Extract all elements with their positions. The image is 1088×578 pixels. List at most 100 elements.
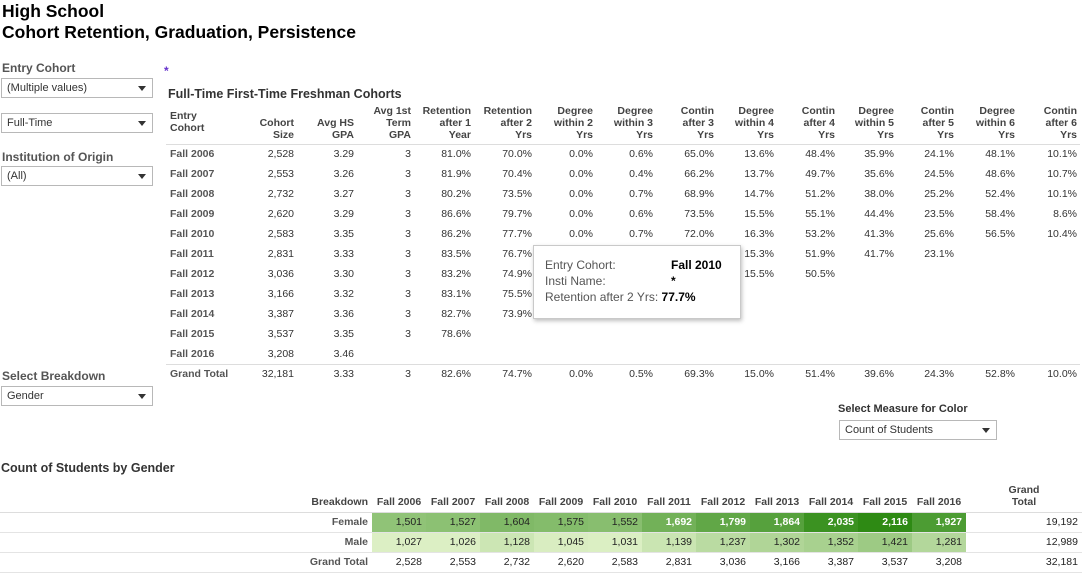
table-cell[interactable]: 3 [405, 308, 411, 320]
table-cell[interactable]: 51.9% [805, 248, 835, 260]
table-cell[interactable]: 2,831 [267, 248, 294, 260]
table-cell[interactable]: 2,732 [267, 188, 294, 200]
table-cell[interactable]: 15.5% [744, 208, 774, 220]
heatmap-cell[interactable]: 1,575 [534, 512, 588, 532]
table-cell[interactable] [535, 324, 596, 344]
table-cell[interactable]: 3,166 [267, 288, 294, 300]
table-cell[interactable] [838, 324, 897, 344]
table-cell[interactable]: 0.0% [569, 368, 593, 381]
table-cell[interactable]: 51.4% [805, 368, 835, 381]
table-cell[interactable]: 2,528 [395, 556, 422, 568]
table-cell[interactable]: 3 [405, 228, 411, 240]
heatmap-cell[interactable]: 1,045 [534, 532, 588, 552]
table-cell[interactable]: 73.9% [502, 308, 532, 320]
table-cell[interactable]: 52.4% [985, 188, 1015, 200]
table-cell[interactable] [897, 284, 957, 304]
table-cell[interactable] [957, 264, 1018, 284]
table-cell[interactable] [838, 284, 897, 304]
table-cell[interactable]: 2,620 [267, 208, 294, 220]
table-cell[interactable]: 3,208 [935, 556, 962, 568]
table-cell[interactable] [777, 304, 838, 324]
table-cell[interactable]: 35.9% [864, 148, 894, 161]
table-cell[interactable]: 23.1% [924, 248, 954, 260]
table-cell[interactable]: 2,732 [503, 556, 530, 568]
table-cell[interactable]: 3,387 [267, 308, 294, 320]
heatmap-cell[interactable]: 1,302 [750, 532, 804, 552]
table-cell[interactable]: 3,537 [267, 328, 294, 340]
table-cell[interactable]: 0.0% [569, 208, 593, 220]
table-cell[interactable]: 3 [405, 168, 411, 180]
table-cell[interactable] [535, 344, 596, 364]
heatmap-cell[interactable]: 1,281 [912, 532, 966, 552]
table-cell[interactable]: 81.9% [441, 168, 471, 180]
table-cell[interactable] [777, 324, 838, 344]
table-cell[interactable] [957, 304, 1018, 324]
table-cell[interactable]: 3.46 [333, 347, 354, 360]
table-cell[interactable]: 15.3% [744, 248, 774, 260]
table-cell[interactable]: 3,036 [267, 268, 294, 280]
table-cell[interactable]: 23.5% [924, 208, 954, 220]
table-cell[interactable]: 48.4% [805, 148, 835, 161]
heatmap-cell[interactable]: 1,501 [372, 512, 426, 532]
table-cell[interactable]: 81.0% [441, 148, 471, 161]
table-cell[interactable] [957, 284, 1018, 304]
table-cell[interactable]: 3,537 [881, 556, 908, 568]
table-cell[interactable]: 75.5% [502, 288, 532, 300]
table-cell[interactable] [596, 344, 656, 364]
table-cell[interactable] [1018, 304, 1080, 324]
table-cell[interactable] [897, 304, 957, 324]
enrollment-dropdown[interactable]: Full-Time [1, 113, 153, 133]
table-cell[interactable]: 78.6% [441, 328, 471, 340]
row-total[interactable]: 32,181 [966, 552, 1082, 572]
table-cell[interactable] [897, 264, 957, 284]
table-cell[interactable]: 41.7% [864, 248, 894, 260]
table-cell[interactable]: 3.33 [333, 248, 354, 260]
table-cell[interactable] [957, 344, 1018, 364]
table-cell[interactable]: 25.2% [924, 188, 954, 200]
table-cell[interactable]: 0.0% [569, 188, 593, 200]
table-cell[interactable]: 2,553 [267, 168, 294, 180]
table-cell[interactable]: 66.2% [684, 168, 714, 180]
heatmap-cell[interactable]: 1,031 [588, 532, 642, 552]
table-cell[interactable]: 39.6% [864, 368, 894, 381]
table-cell[interactable]: 3 [405, 288, 411, 300]
table-cell[interactable] [1018, 264, 1080, 284]
table-cell[interactable]: 8.6% [1053, 208, 1077, 220]
table-cell[interactable]: 3.33 [333, 368, 354, 381]
table-cell[interactable]: 80.2% [441, 188, 471, 200]
table-cell[interactable]: 48.1% [985, 148, 1015, 161]
heatmap-cell[interactable]: 1,352 [804, 532, 858, 552]
table-cell[interactable]: 3.29 [333, 148, 354, 161]
table-cell[interactable]: 3 [405, 188, 411, 200]
table-cell[interactable] [957, 324, 1018, 344]
institution-dropdown[interactable]: (All) [1, 166, 153, 186]
table-cell[interactable]: 83.5% [441, 248, 471, 260]
table-cell[interactable] [838, 264, 897, 284]
table-cell[interactable]: 14.7% [744, 188, 774, 200]
table-cell[interactable]: 2,620 [557, 556, 584, 568]
table-cell[interactable]: 3 [405, 368, 411, 381]
heatmap-cell[interactable]: 2,116 [858, 512, 912, 532]
heatmap-cell[interactable]: 1,026 [426, 532, 480, 552]
table-cell[interactable]: 53.2% [805, 228, 835, 240]
table-cell[interactable] [1018, 344, 1080, 364]
row-total[interactable]: 12,989 [966, 532, 1082, 552]
entry-cohort-dropdown[interactable]: (Multiple values) [1, 78, 153, 98]
table-cell[interactable]: 2,553 [449, 556, 476, 568]
table-cell[interactable]: 3.26 [333, 168, 354, 180]
heatmap-cell[interactable]: 1,799 [696, 512, 750, 532]
table-cell[interactable]: 3.35 [333, 328, 354, 340]
table-cell[interactable]: 2,583 [267, 228, 294, 240]
heatmap-cell[interactable]: 1,552 [588, 512, 642, 532]
table-cell[interactable] [897, 324, 957, 344]
table-cell[interactable]: 3 [405, 328, 411, 340]
heatmap-cell[interactable]: 2,035 [804, 512, 858, 532]
table-cell[interactable]: 51.2% [805, 188, 835, 200]
table-cell[interactable]: 3 [405, 268, 411, 280]
heatmap-cell[interactable]: 1,692 [642, 512, 696, 532]
table-cell[interactable]: 3,166 [773, 556, 800, 568]
table-cell[interactable]: 41.3% [864, 228, 894, 240]
table-cell[interactable]: 2,528 [267, 148, 294, 161]
table-cell[interactable]: 83.2% [441, 268, 471, 280]
table-cell[interactable]: 50.5% [805, 268, 835, 280]
